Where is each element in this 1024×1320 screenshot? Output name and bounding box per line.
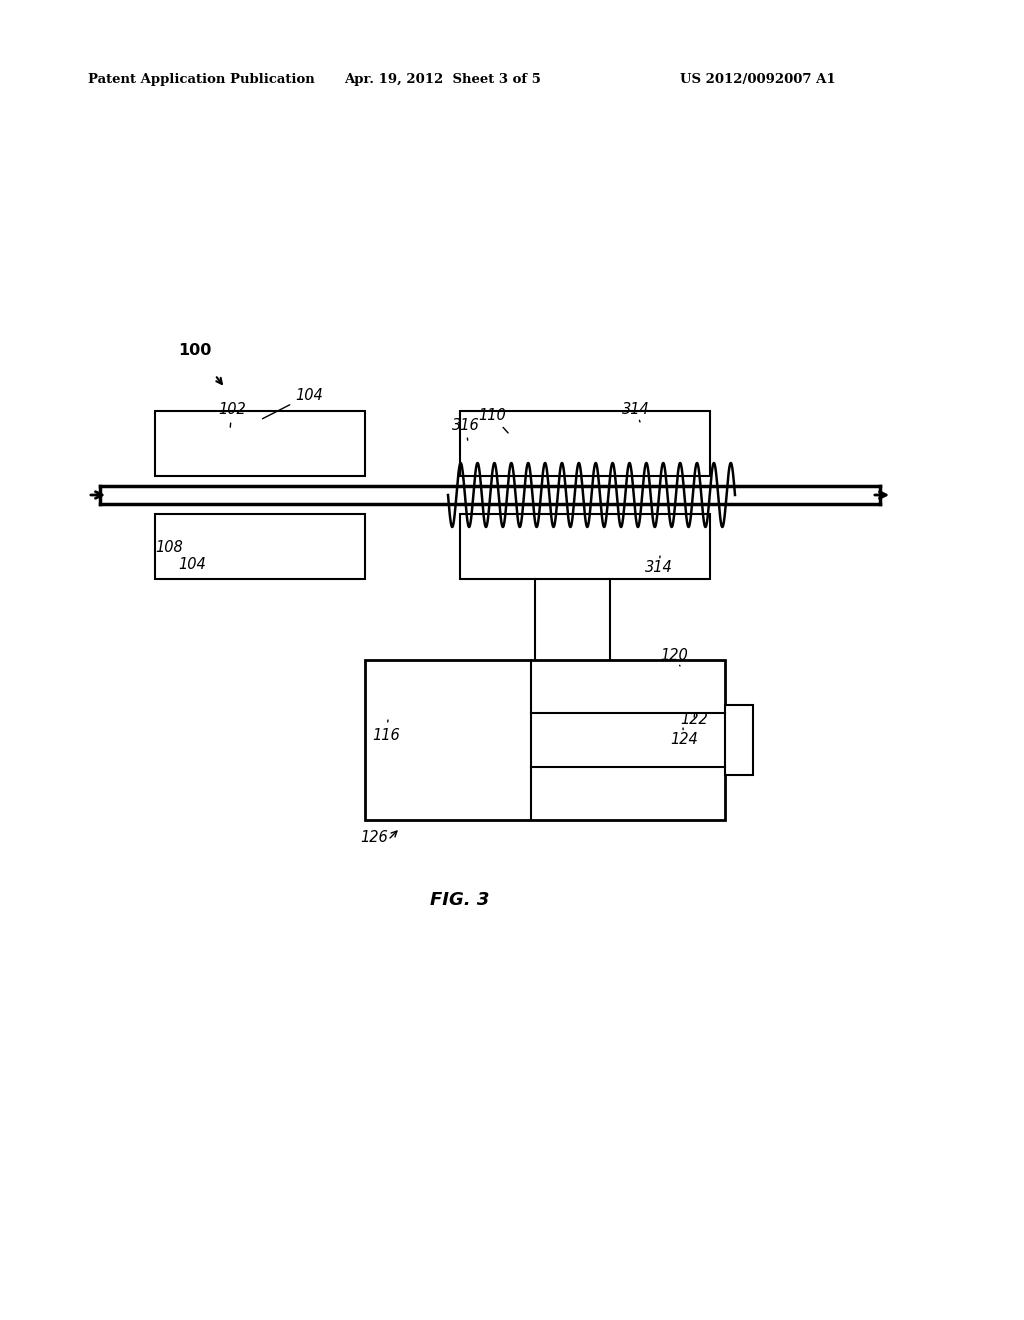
Bar: [155, 513, 365, 579]
Bar: [155, 411, 365, 477]
Bar: [725, 705, 753, 775]
Text: 100: 100: [178, 343, 211, 358]
Text: Apr. 19, 2012  Sheet 3 of 5: Apr. 19, 2012 Sheet 3 of 5: [344, 74, 542, 87]
Text: 110: 110: [478, 408, 508, 433]
Text: 104: 104: [178, 557, 206, 572]
Text: 122: 122: [680, 713, 708, 727]
Text: 120: 120: [660, 648, 688, 667]
Text: Patent Application Publication: Patent Application Publication: [88, 74, 314, 87]
Bar: [365, 660, 725, 820]
Text: 126: 126: [360, 830, 388, 845]
Text: US 2012/0092007 A1: US 2012/0092007 A1: [680, 74, 836, 87]
Text: 124: 124: [670, 729, 697, 747]
Text: 108: 108: [155, 540, 182, 554]
Text: 104: 104: [262, 388, 323, 418]
Text: 102: 102: [218, 403, 246, 428]
Text: 116: 116: [372, 719, 399, 742]
Bar: [460, 411, 710, 477]
Text: 314: 314: [645, 556, 673, 576]
Text: FIG. 3: FIG. 3: [430, 891, 489, 909]
Bar: [460, 513, 710, 579]
Text: 314: 314: [622, 403, 650, 422]
Text: 316: 316: [452, 417, 480, 441]
